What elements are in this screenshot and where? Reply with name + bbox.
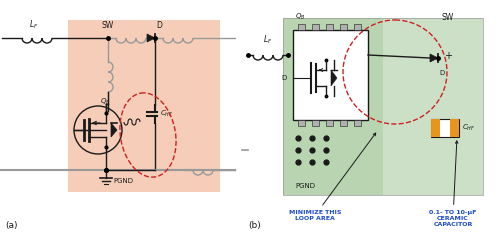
Text: (a): (a) <box>5 221 17 230</box>
Text: D: D <box>282 75 287 81</box>
Text: SW: SW <box>102 21 114 30</box>
Text: SW: SW <box>442 13 454 22</box>
Bar <box>354 120 361 126</box>
Bar <box>383 108 483 195</box>
Text: $Q_B$: $Q_B$ <box>100 97 111 107</box>
Bar <box>340 120 347 126</box>
Bar <box>312 120 319 126</box>
Bar <box>312 24 319 30</box>
Polygon shape <box>430 54 438 62</box>
Polygon shape <box>147 34 155 42</box>
Text: PGND: PGND <box>113 178 133 184</box>
Bar <box>340 24 347 30</box>
Bar <box>326 24 333 30</box>
Bar <box>354 24 361 30</box>
Bar <box>293 30 368 120</box>
Bar <box>383 18 483 108</box>
Text: +: + <box>444 51 452 61</box>
Bar <box>326 120 333 126</box>
Text: (b): (b) <box>248 221 261 230</box>
Polygon shape <box>111 123 117 137</box>
Text: $C_{HF}$: $C_{HF}$ <box>160 109 174 119</box>
Bar <box>431 119 440 137</box>
Bar <box>298 120 305 126</box>
Text: PGND: PGND <box>295 183 315 189</box>
Bar <box>298 24 305 30</box>
Text: D: D <box>440 70 445 76</box>
Text: D: D <box>156 21 162 30</box>
Text: $C_{HF}$: $C_{HF}$ <box>462 123 476 133</box>
Polygon shape <box>331 70 337 86</box>
Bar <box>68 20 220 192</box>
Text: MINIMIZE THIS
LOOP AREA: MINIMIZE THIS LOOP AREA <box>289 133 376 221</box>
Text: $L_F$: $L_F$ <box>29 18 39 31</box>
Text: $L_F$: $L_F$ <box>263 33 272 46</box>
Text: 0.1- TO 10-μF
CERAMIC
CAPACITOR: 0.1- TO 10-μF CERAMIC CAPACITOR <box>429 141 477 227</box>
Bar <box>450 119 459 137</box>
Bar <box>431 119 459 137</box>
Bar <box>283 18 483 195</box>
Bar <box>283 18 383 195</box>
Text: $Q_B$: $Q_B$ <box>295 12 305 22</box>
